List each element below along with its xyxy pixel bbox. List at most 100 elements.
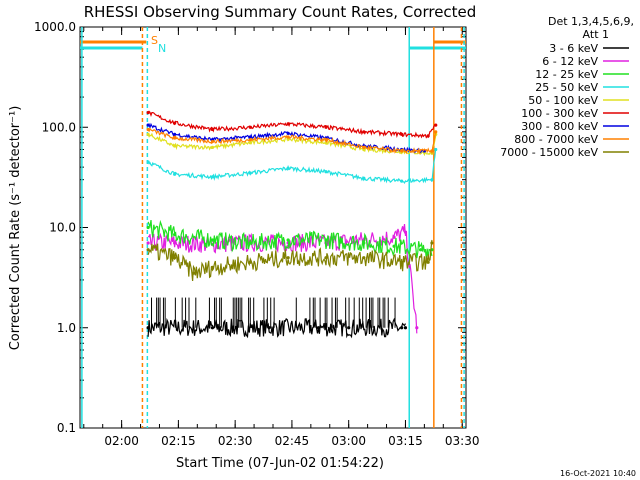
x-tick-label: 02:30	[218, 434, 253, 448]
data-point	[146, 127, 150, 132]
legend-label: 300 - 800 keV	[521, 120, 598, 133]
data-point	[426, 134, 430, 138]
data-point	[362, 145, 366, 149]
y-tick-label: 100.0	[42, 120, 76, 134]
data-point	[248, 125, 252, 129]
data-point	[324, 256, 328, 260]
data-point	[191, 271, 196, 275]
timestamp: 16-Oct-2021 10:40	[560, 469, 636, 478]
data-point	[362, 130, 366, 134]
data-point	[286, 166, 290, 170]
data-point	[316, 326, 321, 330]
x-tick-label: 03:30	[445, 434, 480, 448]
series-line	[147, 239, 433, 282]
data-point	[392, 235, 396, 239]
flag-s: S	[151, 34, 158, 47]
data-point	[286, 238, 290, 242]
data-point	[403, 326, 408, 330]
y-tick-label: 1.0	[57, 321, 76, 335]
series-line	[147, 127, 437, 155]
data-point	[415, 326, 419, 330]
data-point	[434, 147, 438, 152]
data-point	[248, 171, 252, 175]
data-point	[173, 256, 177, 260]
data-point	[434, 123, 438, 127]
data-point	[146, 160, 150, 164]
data-point	[362, 241, 366, 245]
data-point	[286, 135, 290, 139]
series-line	[147, 219, 433, 259]
data-point	[173, 232, 177, 237]
legend-label: 7000 - 15000 keV	[500, 146, 598, 159]
legend-label: 6 - 12 keV	[542, 55, 598, 68]
data-point	[248, 135, 252, 139]
data-point	[210, 175, 215, 179]
data-point	[392, 244, 396, 248]
data-point	[403, 230, 408, 234]
data-point	[286, 122, 290, 126]
series-line	[147, 148, 437, 184]
legend-label: 3 - 6 keV	[549, 42, 598, 55]
data-point	[173, 172, 177, 176]
data-point	[400, 132, 404, 136]
data-point	[430, 149, 434, 153]
x-tick-label: 03:15	[388, 434, 423, 448]
data-point	[248, 141, 252, 145]
data-point	[173, 121, 177, 125]
x-tick-label: 03:00	[331, 434, 366, 448]
series-line	[147, 110, 437, 139]
data-point	[324, 138, 328, 142]
data-point	[146, 123, 150, 127]
legend-detectors: Det 1,3,4,5,6,9,	[548, 15, 634, 28]
y-tick-label: 0.1	[57, 421, 76, 435]
data-point	[324, 125, 328, 129]
data-point	[173, 144, 177, 148]
y-tick-label: 1000.0	[34, 20, 76, 34]
data-point	[146, 132, 150, 136]
data-point	[210, 265, 215, 269]
legend-label: 800 - 7000 keV	[514, 133, 598, 146]
data-point	[324, 170, 328, 174]
data-point	[146, 326, 150, 330]
legend-attenuator: Att 1	[583, 28, 609, 41]
data-point	[146, 225, 150, 230]
legend-label: 50 - 100 keV	[528, 94, 598, 107]
data-point	[210, 139, 215, 144]
data-point	[286, 131, 290, 135]
data-point	[210, 326, 215, 330]
data-point	[248, 241, 252, 245]
data-point	[400, 326, 404, 330]
chart-title: RHESSI Observing Summary Count Rates, Co…	[84, 3, 477, 21]
series-line	[147, 132, 437, 157]
x-tick-label: 02:00	[104, 434, 139, 448]
data-point	[146, 248, 150, 252]
data-point	[210, 145, 215, 149]
data-point	[210, 127, 215, 132]
data-point	[434, 130, 438, 134]
legend-label: 100 - 300 keV	[521, 107, 598, 120]
y-axis-label: Corrected Count Rate (s⁻¹ detector⁻¹)	[8, 106, 23, 351]
data-point	[248, 260, 252, 264]
data-point	[324, 238, 328, 242]
data-point	[286, 137, 290, 141]
y-tick-label: 10.0	[49, 221, 76, 235]
data-point	[430, 241, 434, 245]
data-point	[400, 149, 404, 153]
data-point	[362, 176, 366, 180]
data-point	[400, 260, 404, 264]
x-axis-label: Start Time (07-Jun-02 01:54:22)	[176, 456, 384, 471]
data-point	[146, 241, 150, 245]
data-point	[400, 179, 404, 183]
data-point	[362, 256, 366, 260]
data-point	[173, 136, 177, 140]
x-tick-label: 02:45	[275, 434, 310, 448]
data-point	[286, 256, 290, 260]
data-point	[267, 326, 271, 330]
data-point	[426, 260, 430, 264]
data-point	[173, 241, 177, 245]
x-tick-label: 02:15	[161, 434, 196, 448]
data-point	[210, 238, 215, 242]
data-point	[430, 178, 434, 182]
data-point	[146, 111, 150, 115]
